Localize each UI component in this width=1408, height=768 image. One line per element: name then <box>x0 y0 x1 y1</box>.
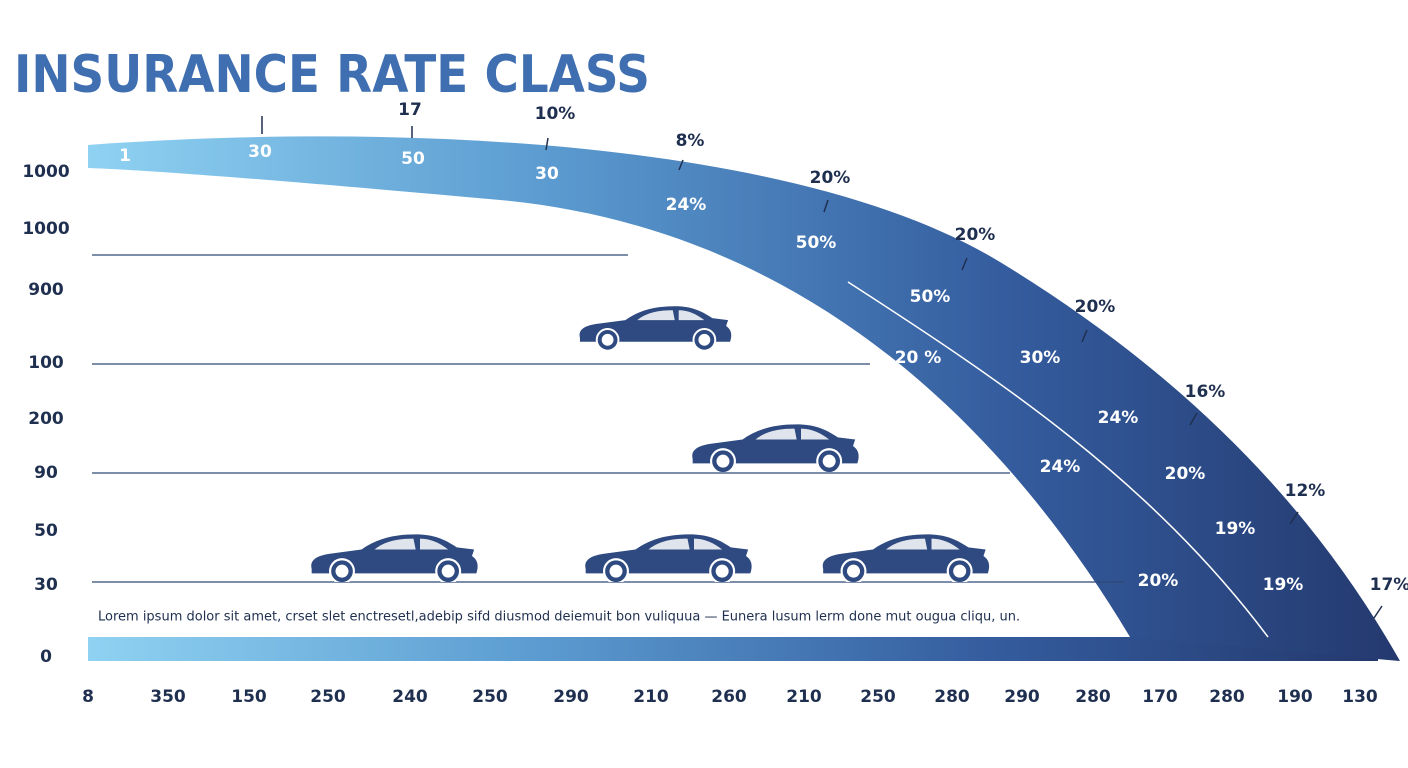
band-label: 50 <box>401 149 425 169</box>
band-label: 19% <box>1263 575 1304 595</box>
car-icon <box>821 533 991 582</box>
caption: Lorem ipsum dolor sit amet, crset slet e… <box>98 610 1020 625</box>
car-icon <box>584 533 753 582</box>
car-icon <box>310 533 479 582</box>
x-label: 8 <box>82 687 94 707</box>
x-label: 290 <box>553 687 589 707</box>
rate-label: 17 <box>398 100 422 120</box>
band-label: 30 <box>535 164 559 184</box>
rate-label: 20% <box>955 225 996 245</box>
y-label: 30 <box>34 575 58 595</box>
x-label: 130 <box>1342 687 1378 707</box>
rate-label: 8% <box>676 131 705 151</box>
rate-label: 16% <box>1185 382 1226 402</box>
rate-label: 12% <box>1285 481 1326 501</box>
y-label: 900 <box>28 280 64 300</box>
y-label: 1000 <box>22 162 69 182</box>
label-tick <box>545 137 549 151</box>
y-label: 1000 <box>22 219 69 239</box>
x-label: 280 <box>1075 687 1111 707</box>
x-label: 240 <box>392 687 428 707</box>
label-tick <box>1289 511 1299 525</box>
rate-label: 20% <box>1075 297 1116 317</box>
x-label: 260 <box>711 687 747 707</box>
band-label: 24% <box>1040 457 1081 477</box>
x-label: 210 <box>786 687 822 707</box>
band-label: 1 <box>119 146 131 166</box>
rate-label: 17% <box>1370 575 1408 595</box>
band-label: 19% <box>1215 519 1256 539</box>
x-label: 250 <box>310 687 346 707</box>
band-label: 24% <box>666 195 707 215</box>
rate-label: 10% <box>535 104 576 124</box>
x-label: 210 <box>633 687 669 707</box>
y-label: 50 <box>34 521 58 541</box>
label-tick <box>961 257 968 271</box>
inner-curve <box>847 281 1269 638</box>
x-label: 250 <box>860 687 896 707</box>
x-label: 280 <box>934 687 970 707</box>
band-label: 20% <box>1138 571 1179 591</box>
band-label: 24% <box>1098 408 1139 428</box>
y-label: 200 <box>28 409 64 429</box>
band-label: 30 <box>248 142 272 162</box>
band-label: 50% <box>910 287 951 307</box>
bottom-bar <box>88 637 1378 661</box>
y-label: 90 <box>34 463 58 483</box>
band-label: 20 % <box>895 348 942 368</box>
car-icon <box>691 423 860 472</box>
label-tick <box>678 159 684 171</box>
x-label: 350 <box>150 687 186 707</box>
rate-band <box>88 136 1400 662</box>
label-tick <box>1081 329 1088 343</box>
x-label: 170 <box>1142 687 1178 707</box>
band-label: 50% <box>796 233 837 253</box>
y-label: 100 <box>28 353 64 373</box>
x-label: 190 <box>1277 687 1313 707</box>
y-label: 0 <box>40 647 52 667</box>
band-label: 20% <box>1165 464 1206 484</box>
title: INSURANCE RATE CLASS <box>14 45 650 105</box>
car-icon <box>578 305 733 350</box>
band-label: 30% <box>1020 348 1061 368</box>
x-label: 250 <box>472 687 508 707</box>
x-label: 280 <box>1209 687 1245 707</box>
x-label: 150 <box>231 687 267 707</box>
label-tick <box>823 199 829 213</box>
label-tick <box>1189 412 1198 426</box>
rate-label: 20% <box>810 168 851 188</box>
x-label: 290 <box>1004 687 1040 707</box>
label-tick <box>1373 605 1383 619</box>
